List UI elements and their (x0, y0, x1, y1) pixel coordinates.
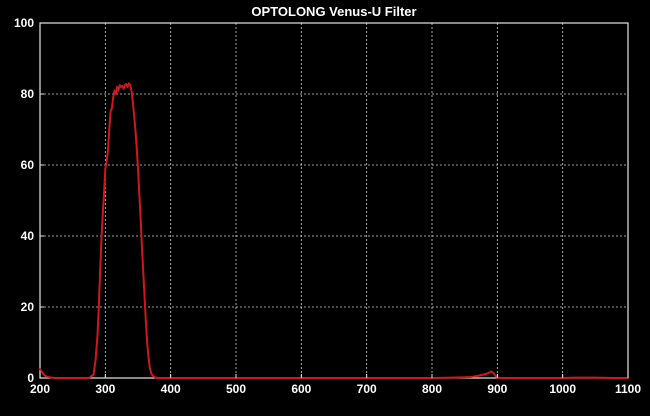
series-line-0 (39, 82, 629, 379)
series-group (39, 82, 629, 379)
y-tick-label: 100 (14, 16, 34, 30)
y-axis-ticks: 0 20 40 60 80 100 (14, 16, 44, 385)
y-tick-label: 40 (21, 229, 35, 243)
plot-frame (39, 22, 629, 379)
x-tick-label: 500 (226, 382, 246, 396)
x-axis-ticks: 200 300 400 500 600 700 800 900 1000 1100 (30, 374, 641, 396)
y-tick-label: 0 (27, 371, 34, 385)
grid (40, 23, 628, 378)
y-tick-label: 80 (21, 87, 35, 101)
x-tick-label: 1000 (549, 382, 576, 396)
x-tick-label: 200 (30, 382, 50, 396)
x-tick-label: 300 (95, 382, 115, 396)
y-tick-label: 60 (21, 158, 35, 172)
x-tick-label: 800 (422, 382, 442, 396)
y-tick-label: 20 (21, 300, 35, 314)
x-tick-label: 400 (161, 382, 181, 396)
x-tick-label: 900 (487, 382, 507, 396)
x-tick-label: 600 (291, 382, 311, 396)
chart-title: OPTOLONG Venus-U Filter (251, 4, 416, 19)
x-tick-label: 1100 (615, 382, 641, 396)
x-tick-label: 700 (357, 382, 377, 396)
